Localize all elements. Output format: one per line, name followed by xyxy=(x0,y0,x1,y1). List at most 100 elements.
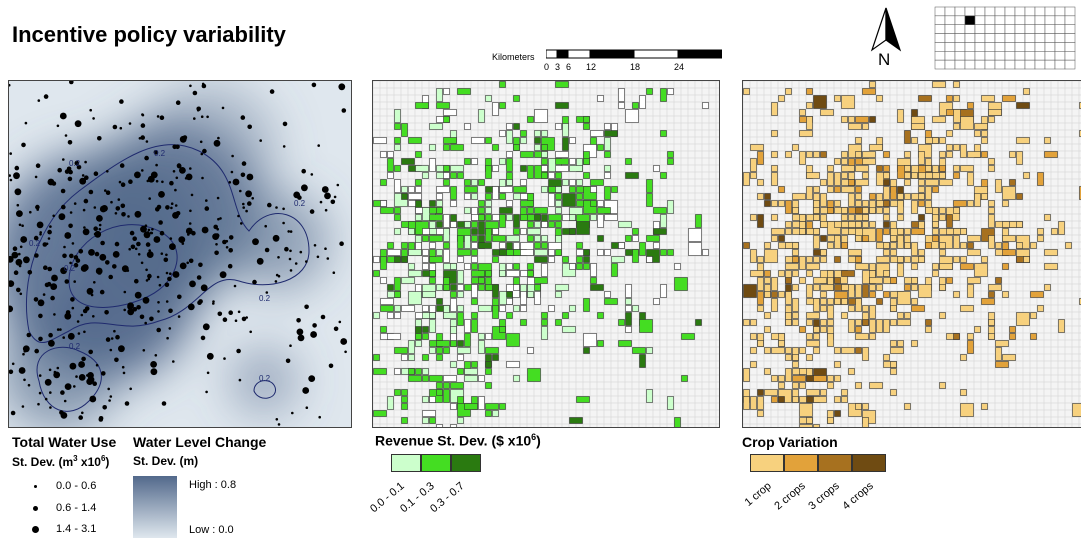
legend-water-level: Water Level Change St. Dev. (m) High : 0… xyxy=(133,434,266,538)
parcel xyxy=(653,207,667,214)
parcel xyxy=(639,319,653,333)
well-point xyxy=(139,314,145,320)
well-point xyxy=(51,274,58,282)
parcel xyxy=(939,179,953,186)
parcel xyxy=(778,375,785,382)
parcel xyxy=(513,214,520,228)
well-point xyxy=(137,253,141,256)
parcel xyxy=(457,347,471,354)
parcel xyxy=(911,284,918,291)
well-point xyxy=(83,198,89,204)
parcel xyxy=(394,165,401,172)
parcel xyxy=(464,235,471,249)
parcel xyxy=(953,144,960,151)
well-point xyxy=(127,302,134,310)
parcel xyxy=(632,347,646,354)
well-point xyxy=(47,229,52,235)
parcel xyxy=(967,235,981,242)
well-point xyxy=(202,323,210,331)
locator-county xyxy=(1014,6,1026,17)
parcel xyxy=(974,193,981,207)
parcel xyxy=(841,298,848,305)
locator-county xyxy=(1064,15,1076,25)
parcel xyxy=(841,151,848,158)
well-point xyxy=(114,241,120,247)
parcel xyxy=(918,214,925,221)
well-point xyxy=(38,391,42,395)
parcel xyxy=(918,186,925,193)
well-point xyxy=(43,94,49,99)
parcel xyxy=(771,277,778,291)
well-point xyxy=(67,332,75,340)
well-point xyxy=(140,225,147,233)
parcel xyxy=(925,165,932,172)
well-point xyxy=(119,163,125,168)
legend-revenue-swatch xyxy=(451,454,481,472)
parcel xyxy=(485,361,492,368)
parcel xyxy=(869,277,883,284)
well-point xyxy=(44,397,48,401)
well-point xyxy=(148,197,151,200)
well-point xyxy=(61,204,66,210)
locator-county xyxy=(1044,24,1056,34)
well-point xyxy=(82,308,88,314)
parcel xyxy=(646,179,653,193)
parcel xyxy=(492,305,499,319)
well-point xyxy=(157,301,160,304)
locator-county xyxy=(974,33,986,43)
well-point xyxy=(264,247,270,253)
well-point xyxy=(156,327,161,333)
well-point xyxy=(324,192,331,200)
locator-county xyxy=(984,15,996,25)
parcel xyxy=(988,109,1002,116)
parcel xyxy=(939,249,946,256)
parcel xyxy=(576,396,590,403)
well-point xyxy=(73,385,76,388)
well-point xyxy=(175,211,181,216)
well-point xyxy=(247,201,252,206)
well-point xyxy=(161,180,164,184)
parcel xyxy=(988,291,995,298)
parcel xyxy=(492,284,499,298)
locator-county xyxy=(984,42,996,52)
well-point xyxy=(9,152,12,155)
well-point xyxy=(155,179,159,183)
parcel xyxy=(541,326,548,340)
parcel xyxy=(897,109,904,123)
parcel xyxy=(1079,102,1081,109)
parcel xyxy=(660,172,667,179)
parcel xyxy=(827,242,834,249)
parcel xyxy=(380,200,387,207)
parcel xyxy=(827,165,834,172)
well-point xyxy=(339,241,344,246)
parcel xyxy=(806,151,813,158)
well-point xyxy=(89,108,92,112)
well-point xyxy=(147,277,151,281)
well-point xyxy=(222,239,227,245)
parcel xyxy=(855,347,862,354)
parcel xyxy=(653,242,660,249)
locator-county xyxy=(1054,24,1066,34)
parcel xyxy=(464,186,478,193)
locator-county xyxy=(1054,33,1066,43)
well-point xyxy=(175,176,179,180)
parcel xyxy=(792,249,799,256)
parcel xyxy=(813,186,820,193)
parcel xyxy=(450,221,457,228)
well-point xyxy=(19,292,23,296)
parcel xyxy=(813,284,820,291)
well-point xyxy=(188,258,194,264)
parcel xyxy=(436,221,443,228)
well-point xyxy=(51,181,57,186)
parcel xyxy=(443,249,450,263)
parcel xyxy=(918,151,925,165)
parcel xyxy=(1044,214,1051,221)
parcel xyxy=(946,95,953,102)
parcel xyxy=(597,200,604,207)
parcel xyxy=(806,263,820,270)
parcel xyxy=(506,298,513,305)
well-point xyxy=(136,305,141,310)
parcel xyxy=(485,270,492,277)
parcel xyxy=(597,95,604,102)
well-point xyxy=(78,361,85,368)
